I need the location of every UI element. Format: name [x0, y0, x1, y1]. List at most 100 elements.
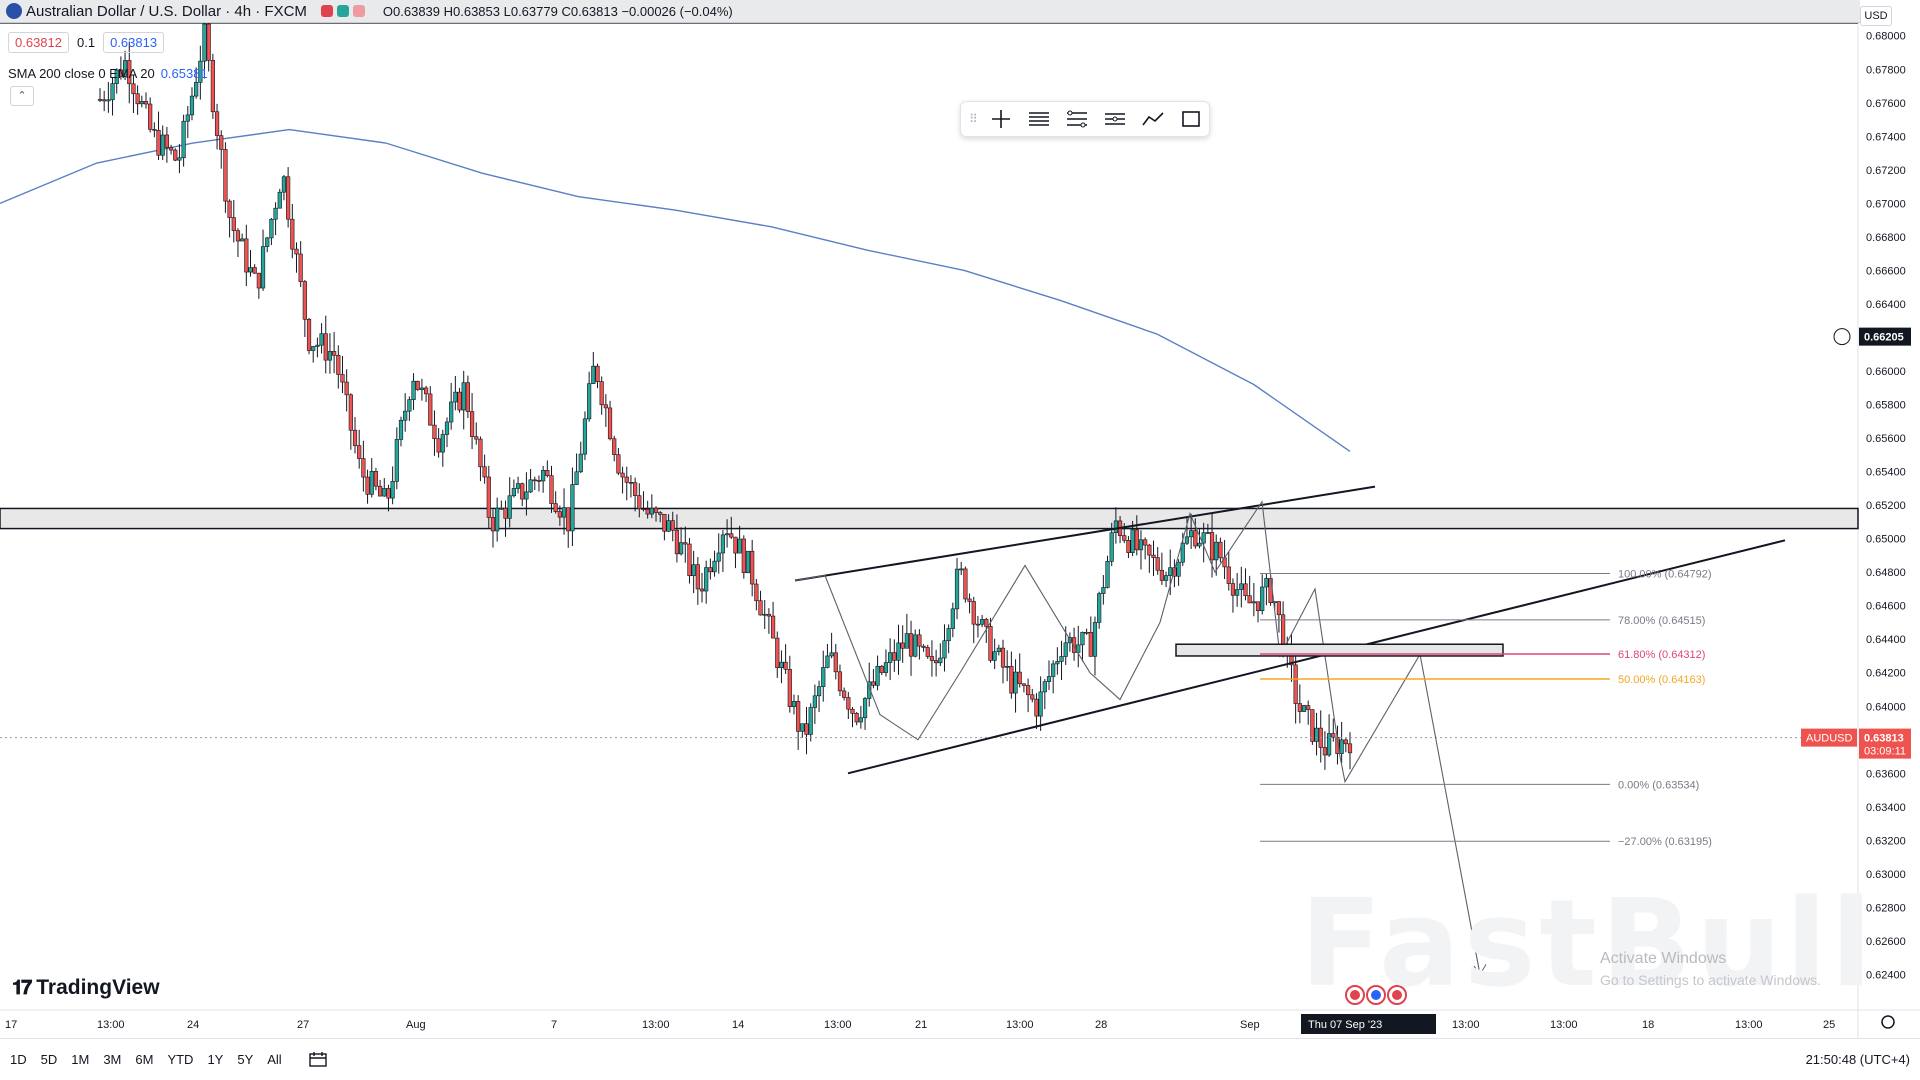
candle — [515, 483, 521, 489]
timeframe-ytd[interactable]: YTD — [167, 1051, 194, 1067]
candle — [553, 503, 558, 512]
candle — [277, 191, 282, 209]
candle — [1226, 566, 1231, 584]
market-status-icon[interactable] — [336, 5, 349, 17]
candle — [729, 533, 734, 538]
fib-level-label: 61.80% (0.64312) — [1618, 649, 1705, 661]
time-tick-label: 25 — [1823, 1019, 1835, 1031]
resistance-zone[interactable] — [0, 507, 1859, 530]
candle — [407, 399, 412, 412]
candle — [674, 529, 680, 555]
add-alert-icon[interactable] — [1833, 328, 1851, 346]
candle — [1163, 575, 1169, 581]
candle — [1251, 601, 1256, 604]
candle — [1021, 683, 1027, 686]
timeframe-3m[interactable]: 3M — [103, 1051, 122, 1067]
price-tick-label: 0.63600 — [1866, 768, 1906, 780]
candle — [214, 111, 220, 136]
candle — [273, 207, 278, 220]
drawing-toolbar: ⠿ — [960, 101, 1210, 137]
candle — [256, 272, 261, 289]
candle — [461, 382, 466, 411]
candle — [1306, 705, 1311, 710]
wedge-upper-line[interactable] — [794, 485, 1376, 582]
parallel-channel-icon[interactable] — [1099, 105, 1131, 133]
calendar-icon[interactable] — [308, 1051, 328, 1067]
candle — [240, 238, 245, 242]
buy-price-box[interactable]: 0.63813 — [103, 32, 165, 53]
candle — [189, 95, 195, 116]
timeframe-6m[interactable]: 6M — [135, 1051, 154, 1067]
candle — [913, 634, 918, 657]
crosshair-price-label: 0.66205 — [1864, 332, 1904, 344]
candle — [302, 281, 307, 320]
candle — [378, 485, 383, 497]
candle — [1025, 685, 1031, 696]
retest-zone[interactable] — [1175, 643, 1504, 657]
horizontal-lines-icon[interactable] — [1023, 105, 1055, 133]
candle — [975, 623, 981, 626]
currency-selector[interactable]: USD — [1860, 6, 1892, 26]
candle — [210, 60, 215, 113]
clock-readout[interactable]: 21:50:48 (UTC+4) — [1805, 1051, 1910, 1067]
candle — [908, 633, 914, 657]
crosshair-icon[interactable] — [985, 105, 1017, 133]
candle — [386, 488, 391, 499]
crosshair-price-box — [1859, 327, 1911, 346]
timeframe-1d[interactable]: 1D — [10, 1051, 27, 1067]
alert-flag-icon[interactable] — [320, 5, 333, 17]
candle — [766, 613, 771, 617]
candle — [938, 657, 943, 664]
candle — [244, 238, 249, 273]
candle — [1214, 541, 1219, 561]
grip-icon[interactable]: ⠿ — [969, 112, 978, 126]
candle — [181, 120, 186, 159]
trend-path-icon[interactable] — [1137, 105, 1169, 133]
candle — [1343, 739, 1348, 745]
candle — [1097, 593, 1102, 623]
wedge-lower-line[interactable] — [847, 539, 1786, 775]
candle — [942, 640, 947, 659]
candle — [260, 246, 266, 289]
candle — [252, 267, 257, 274]
timeframe-5y[interactable]: 5Y — [237, 1051, 254, 1067]
candle — [1247, 595, 1252, 604]
candle — [1155, 557, 1160, 571]
candle — [311, 346, 316, 351]
price-tick-label: 0.63400 — [1866, 802, 1906, 814]
candle — [1347, 743, 1353, 754]
symbol-title[interactable]: Australian Dollar / U.S. Dollar · 4h · F… — [26, 2, 307, 20]
price-tick-label: 0.64000 — [1866, 701, 1906, 713]
wave-icon[interactable] — [352, 5, 365, 17]
timeframe-1y[interactable]: 1Y — [207, 1051, 224, 1067]
rectangle-icon[interactable] — [1175, 105, 1207, 133]
projection-path[interactable] — [794, 500, 1481, 975]
settings-gear-icon[interactable] — [1881, 1015, 1895, 1029]
candle — [628, 482, 634, 484]
tradingview-logo[interactable]: 𝟏𝟕 TradingView — [12, 976, 160, 1000]
candle — [373, 471, 379, 487]
candle — [791, 701, 797, 707]
collapse-legend-button[interactable]: ⌃ — [10, 86, 34, 106]
candle — [482, 466, 487, 478]
candle — [850, 708, 855, 714]
activate-windows-sub: Go to Settings to activate Windows. — [1600, 972, 1821, 988]
candle — [708, 567, 713, 573]
timeframe-5d[interactable]: 5D — [40, 1051, 58, 1067]
indicator-legend[interactable]: SMA 200 close 0 EMA 20 0.65381 — [8, 66, 208, 81]
fib-retracement-icon[interactable] — [1061, 105, 1093, 133]
candle — [532, 479, 537, 482]
candle — [1272, 601, 1277, 604]
candle — [1314, 727, 1319, 742]
candle — [1184, 536, 1190, 544]
timeframe-1m[interactable]: 1M — [71, 1051, 90, 1067]
candle — [110, 83, 115, 101]
fib-level-label: −27.00% (0.63195) — [1618, 836, 1712, 848]
candle — [1013, 671, 1018, 694]
time-tick-label: 13:00 — [97, 1019, 125, 1031]
candle — [294, 248, 299, 255]
candle — [971, 601, 976, 625]
sell-price-box[interactable]: 0.63812 — [8, 32, 69, 53]
timeframe-all[interactable]: All — [267, 1051, 282, 1067]
